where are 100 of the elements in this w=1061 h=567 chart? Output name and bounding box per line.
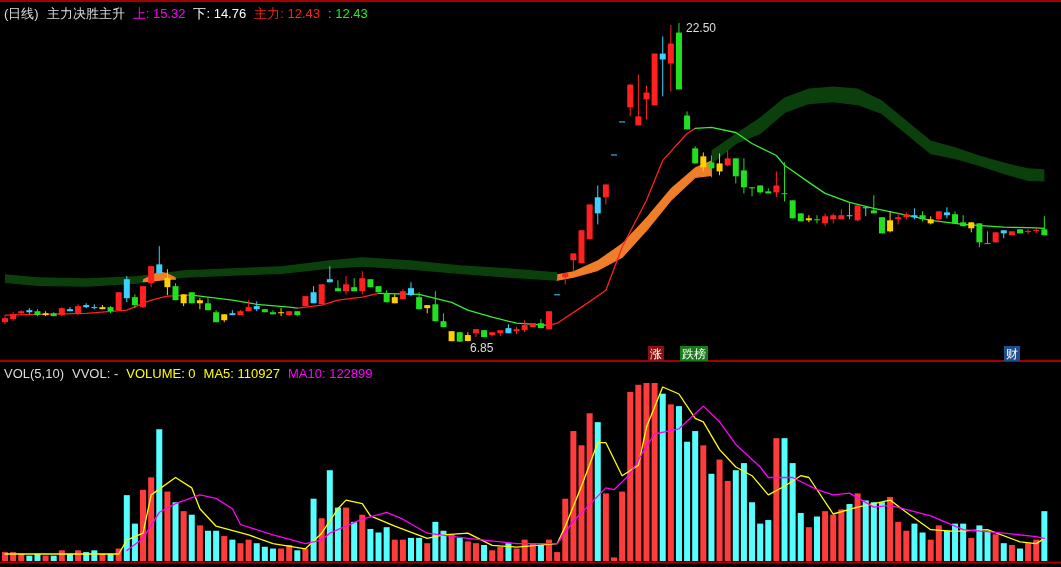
bar	[927, 539, 934, 561]
text: 下: 14.76	[193, 6, 247, 21]
annotation: 6.85	[470, 341, 494, 355]
bar	[708, 473, 715, 561]
bar	[513, 548, 520, 561]
candlestick	[846, 202, 853, 220]
bar	[343, 507, 350, 561]
bar	[1041, 511, 1048, 561]
bar	[50, 555, 57, 561]
candlestick	[472, 328, 479, 338]
bar	[278, 548, 285, 561]
candlestick	[334, 279, 341, 292]
text: 财	[1006, 347, 1018, 361]
bar	[805, 527, 812, 561]
bar	[505, 543, 512, 561]
bar	[757, 523, 764, 561]
bar	[594, 422, 601, 561]
candlestick	[773, 170, 780, 198]
bar	[773, 438, 780, 561]
bar	[943, 530, 950, 561]
bar	[651, 383, 658, 561]
bar	[286, 544, 293, 561]
bar	[984, 530, 991, 561]
candlestick	[700, 151, 707, 172]
bar	[870, 502, 877, 561]
bar	[667, 404, 674, 561]
candlestick	[887, 210, 894, 233]
bar	[700, 445, 707, 561]
candlestick	[359, 270, 366, 295]
candlestick	[708, 154, 715, 178]
candlestick	[1025, 228, 1032, 235]
bar	[489, 550, 496, 561]
bar	[789, 463, 796, 561]
candlestick	[984, 230, 991, 245]
candlestick	[278, 307, 285, 317]
bar	[1000, 543, 1007, 561]
bar	[797, 512, 804, 561]
bar	[205, 530, 211, 561]
bar	[554, 552, 561, 561]
bar	[578, 445, 585, 561]
candlestick	[123, 275, 130, 303]
bar	[570, 431, 577, 561]
candlestick	[976, 222, 983, 248]
candlestick	[805, 214, 812, 223]
bar	[432, 521, 439, 561]
candlestick	[781, 161, 788, 202]
candlestick	[432, 290, 439, 322]
text: 主力: 12.43	[254, 6, 320, 21]
bar	[180, 511, 187, 561]
bar	[424, 543, 431, 561]
bar	[627, 391, 634, 561]
bar	[878, 502, 885, 561]
bar	[131, 523, 138, 561]
bar	[302, 548, 309, 561]
bar	[1008, 544, 1015, 561]
bar	[740, 463, 747, 561]
bar	[911, 523, 918, 561]
bar	[213, 530, 220, 561]
chart-title: VOL(5,10)	[4, 366, 64, 381]
bar	[602, 493, 609, 561]
bar	[952, 523, 959, 561]
bar	[562, 498, 569, 561]
bar	[464, 541, 471, 561]
text: MA10: 122899	[287, 366, 373, 381]
candlestick	[822, 212, 829, 227]
bar	[935, 525, 942, 561]
bar	[716, 459, 723, 561]
candlestick	[627, 84, 634, 117]
bar	[140, 489, 147, 561]
bar	[537, 544, 544, 561]
bar	[440, 530, 447, 561]
candlestick	[148, 265, 155, 288]
candlestick	[943, 206, 950, 219]
bar	[1025, 543, 1032, 561]
bar	[196, 525, 203, 561]
bar	[294, 550, 301, 561]
bar	[456, 537, 463, 561]
bar	[903, 530, 910, 561]
bar	[229, 539, 236, 561]
bar	[497, 546, 504, 561]
bar	[221, 536, 228, 561]
bar	[156, 429, 163, 561]
bar	[42, 555, 49, 561]
candlestick	[732, 157, 739, 184]
bar	[391, 539, 398, 561]
candlestick	[205, 296, 211, 311]
text: VOLUME: 0	[126, 366, 196, 381]
bar	[269, 548, 276, 561]
bar	[245, 539, 252, 561]
bar	[749, 502, 756, 561]
text: VVOL: -	[71, 366, 119, 381]
annotation: 22.50	[686, 21, 717, 35]
bar	[1017, 548, 1023, 561]
bar	[351, 521, 358, 561]
bar	[334, 507, 341, 561]
bar	[164, 491, 171, 561]
bar	[611, 557, 617, 561]
bar	[26, 555, 33, 561]
bar	[846, 504, 853, 561]
candlestick	[635, 74, 642, 126]
